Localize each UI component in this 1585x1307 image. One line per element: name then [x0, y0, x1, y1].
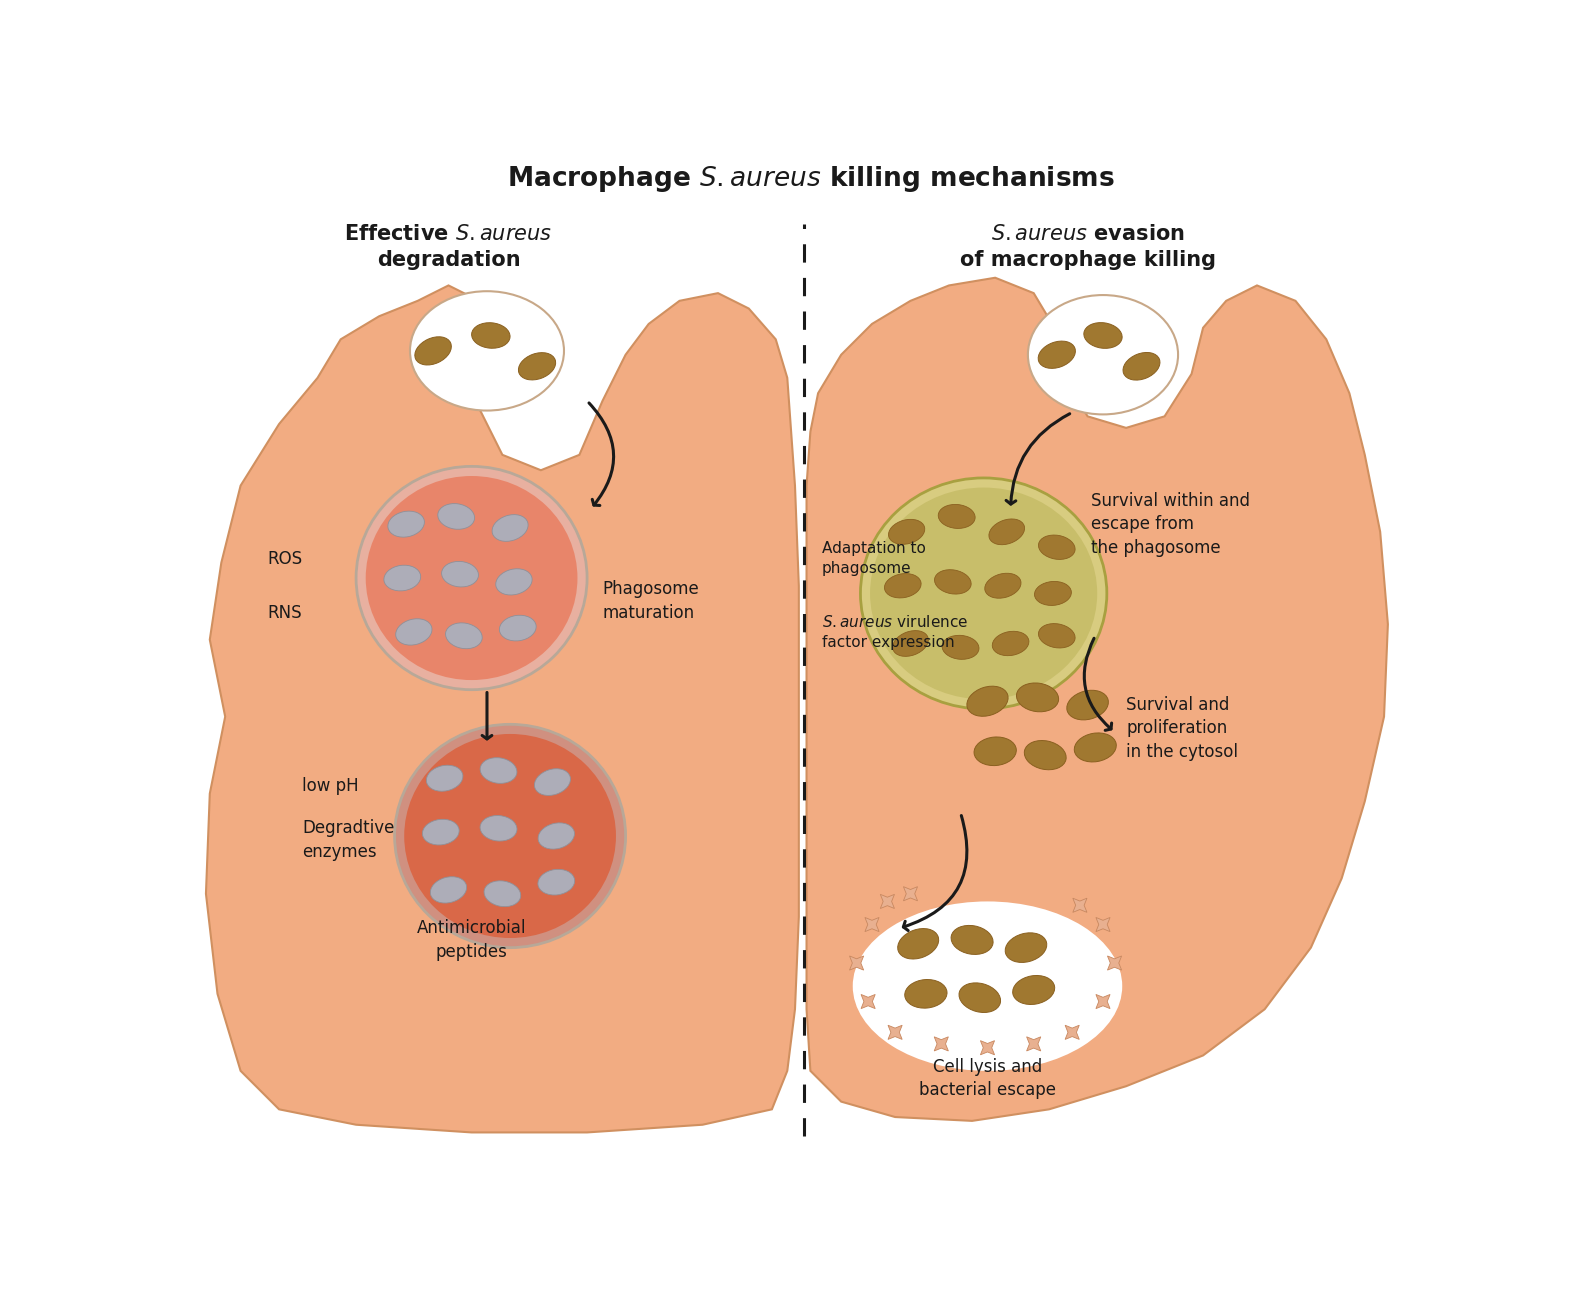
Text: Cell lysis and
bacterial escape: Cell lysis and bacterial escape: [919, 1057, 1056, 1099]
Ellipse shape: [537, 869, 575, 895]
Text: Degradtive
enzymes: Degradtive enzymes: [303, 819, 395, 860]
Text: ROS: ROS: [268, 550, 303, 567]
Ellipse shape: [537, 823, 574, 850]
Ellipse shape: [422, 819, 460, 844]
Text: Macrophage $\it{S. aureus}$ killing mechanisms: Macrophage $\it{S. aureus}$ killing mech…: [507, 165, 1114, 195]
Ellipse shape: [1016, 684, 1059, 712]
Text: RNS: RNS: [268, 604, 303, 622]
Ellipse shape: [1038, 623, 1075, 648]
Ellipse shape: [870, 488, 1097, 699]
Ellipse shape: [992, 631, 1029, 656]
Ellipse shape: [1075, 733, 1116, 762]
Ellipse shape: [853, 902, 1122, 1070]
Ellipse shape: [941, 635, 980, 659]
Ellipse shape: [959, 983, 1000, 1013]
Ellipse shape: [1013, 975, 1054, 1005]
Text: Phagosome
maturation: Phagosome maturation: [602, 580, 699, 622]
Ellipse shape: [967, 686, 1008, 716]
Ellipse shape: [892, 630, 929, 656]
Ellipse shape: [518, 353, 556, 380]
Polygon shape: [1027, 1036, 1041, 1051]
Ellipse shape: [431, 877, 466, 903]
Ellipse shape: [1024, 741, 1067, 770]
Ellipse shape: [534, 769, 571, 796]
Ellipse shape: [975, 737, 1016, 766]
Polygon shape: [807, 277, 1388, 1121]
Text: low pH: low pH: [303, 776, 358, 795]
Polygon shape: [888, 1025, 902, 1039]
Ellipse shape: [388, 511, 425, 537]
Polygon shape: [1095, 995, 1110, 1009]
Ellipse shape: [472, 323, 510, 348]
Polygon shape: [865, 918, 880, 932]
Ellipse shape: [989, 519, 1024, 545]
Polygon shape: [934, 1036, 948, 1051]
Ellipse shape: [384, 565, 420, 591]
Ellipse shape: [951, 925, 994, 954]
Ellipse shape: [415, 337, 452, 365]
Text: Survival within and
escape from
the phagosome: Survival within and escape from the phag…: [1092, 491, 1251, 557]
Ellipse shape: [1038, 535, 1075, 559]
Ellipse shape: [395, 724, 626, 948]
Ellipse shape: [491, 515, 528, 541]
Polygon shape: [1073, 898, 1087, 912]
Ellipse shape: [366, 476, 577, 680]
Ellipse shape: [1067, 690, 1108, 720]
Ellipse shape: [1035, 582, 1071, 605]
Ellipse shape: [889, 519, 924, 544]
Ellipse shape: [445, 623, 482, 648]
Ellipse shape: [1038, 341, 1075, 369]
Ellipse shape: [897, 928, 938, 959]
Ellipse shape: [499, 616, 536, 640]
Ellipse shape: [437, 503, 474, 529]
Polygon shape: [850, 955, 864, 970]
Ellipse shape: [426, 765, 463, 791]
Ellipse shape: [984, 574, 1021, 599]
Text: Antimicrobial
peptides: Antimicrobial peptides: [417, 919, 526, 961]
Text: $\it{S. aureus}$ evasion
of macrophage killing: $\it{S. aureus}$ evasion of macrophage k…: [959, 223, 1216, 271]
Polygon shape: [1108, 955, 1122, 970]
Ellipse shape: [357, 467, 586, 690]
Text: Effective $\it{S. aureus}$
degradation: Effective $\it{S. aureus}$ degradation: [344, 223, 553, 271]
Text: Survival and
proliferation
in the cytosol: Survival and proliferation in the cytoso…: [1125, 695, 1238, 761]
Text: Adaptation to
phagosome: Adaptation to phagosome: [823, 541, 926, 576]
Polygon shape: [1065, 1025, 1079, 1039]
Ellipse shape: [396, 618, 433, 646]
Ellipse shape: [861, 478, 1106, 708]
Ellipse shape: [1005, 933, 1046, 962]
Ellipse shape: [411, 291, 564, 410]
Ellipse shape: [404, 735, 617, 938]
Ellipse shape: [483, 881, 521, 907]
Polygon shape: [1095, 918, 1110, 932]
Ellipse shape: [496, 569, 533, 595]
Polygon shape: [903, 886, 918, 901]
Polygon shape: [206, 285, 799, 1132]
Ellipse shape: [1029, 295, 1178, 414]
Ellipse shape: [442, 562, 479, 587]
Ellipse shape: [884, 574, 921, 597]
Ellipse shape: [905, 979, 946, 1008]
Polygon shape: [861, 995, 875, 1009]
Text: $\it{S. aureus}$ virulence
factor expression: $\it{S. aureus}$ virulence factor expres…: [823, 614, 968, 650]
Ellipse shape: [938, 505, 975, 528]
Ellipse shape: [1124, 353, 1160, 380]
Polygon shape: [981, 1040, 994, 1055]
Ellipse shape: [1084, 323, 1122, 349]
Polygon shape: [880, 894, 894, 908]
Ellipse shape: [935, 570, 972, 595]
Ellipse shape: [480, 758, 517, 783]
Ellipse shape: [480, 816, 517, 840]
